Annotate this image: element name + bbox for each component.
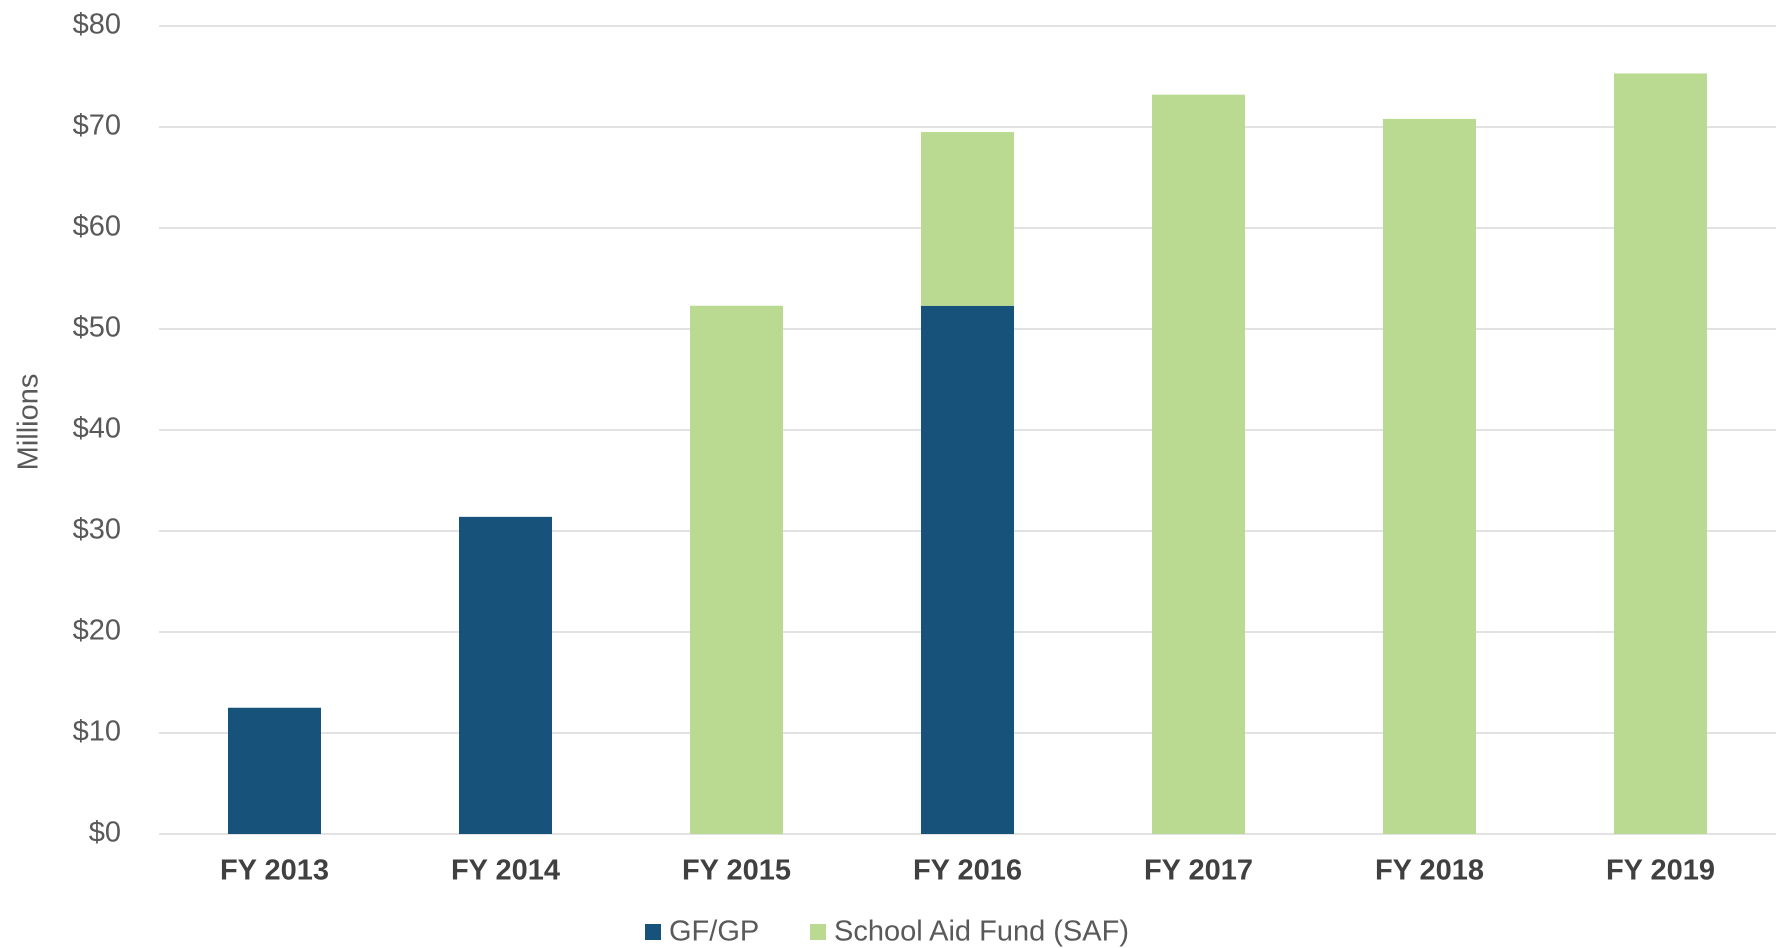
legend-label: GF/GP — [669, 916, 759, 948]
x-tick-label: FY 2017 — [1144, 855, 1253, 887]
legend-label: School Aid Fund (SAF) — [834, 916, 1129, 948]
x-tick-label: FY 2018 — [1375, 855, 1484, 887]
bar-segment — [1152, 94, 1245, 835]
x-tick-label: FY 2015 — [682, 855, 791, 887]
legend-swatch — [810, 924, 826, 940]
bar-segment — [1614, 73, 1707, 835]
bar-segment — [1383, 118, 1476, 835]
bar-segment — [921, 132, 1014, 306]
x-tick-label: FY 2013 — [220, 855, 329, 887]
y-tick-label: $70 — [73, 110, 121, 142]
y-axis-label: Millions — [13, 374, 45, 471]
y-tick-label: $20 — [73, 615, 121, 647]
y-tick-label: $40 — [73, 413, 121, 445]
y-tick-label: $80 — [73, 9, 121, 41]
y-tick-label: $10 — [73, 716, 121, 748]
bar-segment — [459, 516, 552, 834]
y-tick-label: $60 — [73, 211, 121, 243]
bar-segment — [228, 707, 321, 834]
bar-segment — [690, 305, 783, 834]
y-tick-label: $0 — [89, 817, 121, 849]
y-tick-label: $50 — [73, 312, 121, 344]
y-tick-label: $30 — [73, 514, 121, 546]
x-tick-label: FY 2019 — [1606, 855, 1715, 887]
legend-swatch — [645, 924, 661, 940]
x-tick-label: FY 2014 — [451, 855, 560, 887]
x-tick-label: FY 2016 — [913, 855, 1022, 887]
bar-segment — [921, 305, 1014, 834]
